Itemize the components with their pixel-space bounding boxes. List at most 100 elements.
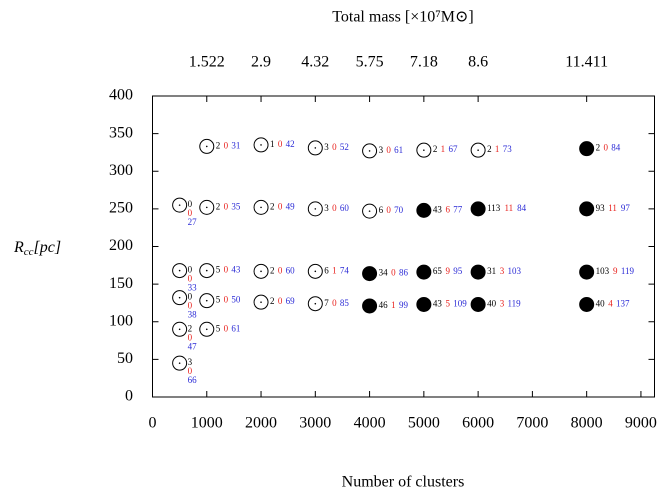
point-label: 6 — [324, 265, 329, 275]
point-label: 77 — [453, 204, 463, 214]
point-label: 3 — [500, 299, 505, 309]
point — [362, 203, 378, 219]
top-tick-label: 5.75 — [356, 54, 384, 71]
point-dot — [205, 299, 208, 302]
point-label: 34 — [379, 268, 389, 278]
point-label: 46 — [379, 300, 389, 310]
point-label: 0 — [224, 295, 229, 305]
point — [199, 199, 215, 215]
point-label: 0 — [278, 265, 283, 275]
x-tick-label: 2000 — [245, 415, 277, 432]
point — [253, 199, 269, 215]
point-dot — [368, 150, 371, 152]
y-axis-title-main: R — [13, 239, 24, 256]
top-tick-label: 8.6 — [468, 54, 488, 71]
point — [307, 201, 323, 217]
point-label: 103 — [596, 266, 610, 276]
point-label: 0 — [224, 140, 229, 150]
point — [416, 202, 432, 218]
point-label: 1 — [332, 265, 337, 275]
point-dot — [178, 328, 181, 331]
point-dot — [205, 328, 208, 331]
point-label: 93 — [596, 203, 606, 213]
point-label: 69 — [286, 296, 296, 306]
point — [199, 293, 215, 309]
point — [416, 296, 432, 312]
point-label: 119 — [508, 299, 522, 309]
point-label: 6 — [445, 204, 450, 214]
x-tick-label: 8000 — [571, 415, 603, 432]
y-tick-label: 200 — [109, 237, 133, 254]
point-label: 11 — [608, 203, 617, 213]
y-tick-label: 300 — [109, 162, 133, 179]
point-dot — [423, 149, 425, 151]
point-label: 6 — [379, 205, 384, 215]
point-label: 5 — [216, 265, 221, 275]
point-dot — [314, 147, 317, 149]
point-label: 0 — [188, 265, 193, 275]
point-label: 3 — [379, 145, 384, 155]
x-tick-label: 9000 — [625, 415, 657, 432]
point-label: 2 — [270, 296, 275, 306]
point — [362, 143, 378, 159]
point-label: 47 — [188, 341, 198, 351]
point-label: 84 — [611, 143, 621, 153]
point-dot — [205, 269, 208, 272]
point-label: 31 — [231, 140, 240, 150]
point — [307, 140, 323, 156]
point-label: 0 — [224, 201, 229, 211]
point-label: 0 — [391, 268, 396, 278]
point-label: 7 — [324, 298, 329, 308]
point — [307, 263, 323, 279]
point-label: 43 — [433, 204, 443, 214]
point-label: 0 — [278, 201, 283, 211]
y-tick-label: 150 — [109, 275, 133, 292]
point-label: 0 — [188, 292, 193, 302]
point-label: 0 — [188, 366, 193, 376]
point-label: 99 — [399, 300, 409, 310]
x-tick-label: 1000 — [191, 415, 223, 432]
point-dot — [260, 301, 262, 303]
point-label: 2 — [487, 144, 492, 154]
x-tick-label: 3000 — [299, 415, 331, 432]
point — [579, 264, 595, 280]
x-tick-label: 7000 — [516, 415, 548, 432]
point-label: 2 — [433, 144, 438, 154]
point-label: 11 — [505, 203, 514, 213]
point-label: 50 — [231, 295, 241, 305]
point-label: 40 — [487, 299, 497, 309]
point-label: 1 — [441, 144, 446, 154]
point — [416, 264, 432, 280]
point-label: 43 — [433, 299, 443, 309]
point-dot — [314, 302, 317, 305]
point — [253, 137, 269, 153]
point — [199, 138, 215, 154]
y-tick-label: 50 — [117, 350, 133, 367]
point-label: 3 — [500, 266, 505, 276]
point — [172, 321, 188, 337]
point-label: 0 — [188, 301, 193, 311]
point-label: 74 — [340, 265, 350, 275]
point-label: 33 — [188, 283, 198, 293]
point-label: 67 — [448, 144, 458, 154]
y-tick-label: 0 — [125, 388, 133, 405]
point-label: 0 — [332, 142, 337, 152]
point — [199, 263, 215, 279]
point-label: 95 — [453, 266, 463, 276]
point-dot — [314, 270, 317, 273]
point-label: 5 — [216, 323, 221, 333]
point-label: 0 — [386, 205, 391, 215]
point-label: 4 — [608, 299, 613, 309]
point — [579, 141, 595, 157]
point — [470, 201, 486, 217]
point-label: 85 — [340, 298, 350, 308]
point-label: 1 — [391, 300, 396, 310]
point-label: 38 — [188, 310, 198, 320]
point-dot — [368, 210, 371, 212]
point-label: 2 — [270, 201, 275, 211]
top-tick-label: 4.32 — [301, 54, 329, 71]
point-dot — [178, 204, 181, 206]
point — [470, 142, 486, 158]
point-label: 2 — [216, 140, 221, 150]
point-dot — [178, 362, 181, 364]
